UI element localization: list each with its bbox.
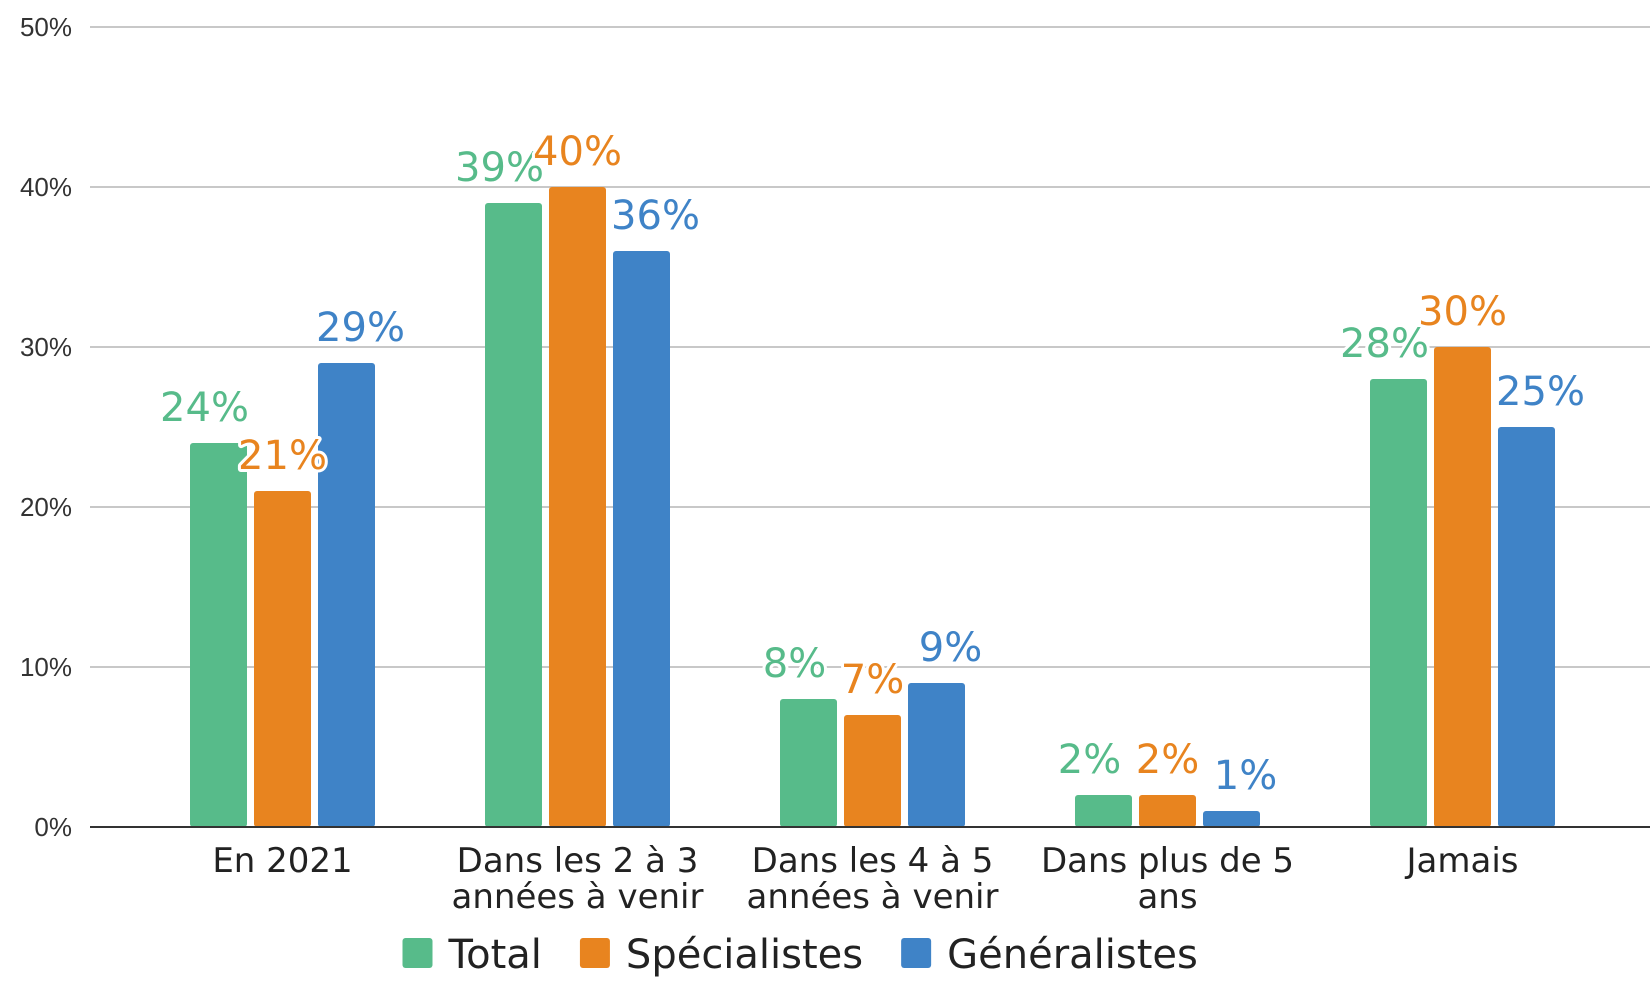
data-label: 9% [919, 625, 982, 671]
y-tick-label: 0% [34, 812, 72, 842]
bar-total [780, 699, 837, 827]
x-category-label: En 2021 [212, 841, 352, 881]
bar-total [190, 443, 247, 827]
x-category-label: années à venir [452, 877, 704, 917]
data-label: 25% [1496, 369, 1585, 415]
y-tick-label: 30% [20, 332, 72, 362]
bar-total [1370, 379, 1427, 827]
bar-généralistes [1498, 427, 1555, 827]
bar-total [1075, 795, 1132, 827]
x-category-label: années à venir [747, 877, 999, 917]
data-label: 2% [1136, 737, 1199, 783]
y-tick-label: 50% [20, 12, 72, 42]
bars [190, 187, 1555, 827]
legend: Total Spécialistes Généralistes [402, 932, 1198, 978]
legend-label: Généralistes [947, 932, 1198, 978]
data-label: 29% [316, 305, 405, 351]
x-category-label: Dans les 2 à 3 [457, 841, 699, 881]
bar-spécialistes [1139, 795, 1196, 827]
y-tick-label: 20% [20, 492, 72, 522]
bar-spécialistes [844, 715, 901, 827]
y-axis-ticks: 0% 10% 20% 30% 40% 50% [20, 12, 72, 842]
data-label: 30% [1418, 289, 1507, 335]
legend-label: Total [448, 932, 542, 978]
legend-label: Spécialistes [626, 932, 863, 978]
bar-spécialistes [1434, 347, 1491, 827]
data-label: 1% [1214, 753, 1277, 799]
data-label: 21% [238, 433, 327, 479]
data-label: 2% [1058, 737, 1121, 783]
data-label: 24% [160, 385, 249, 431]
data-labels: 24%21% 29% 39%40% 36% 8% 7% 9% 2% 2% 1% 28%30% 25% [157, 126, 1588, 802]
data-label: 8% [763, 641, 826, 687]
data-label: 36% [611, 193, 700, 239]
bar-généralistes [613, 251, 670, 827]
data-label: 28% [1340, 321, 1429, 367]
bar-total [485, 203, 542, 827]
bar-spécialistes [549, 187, 606, 827]
x-category-label: Dans plus de 5 [1041, 841, 1294, 881]
x-category-label: ans [1137, 877, 1197, 917]
legend-swatch-généralistes [901, 938, 932, 968]
legend-swatch-spécialistes [579, 938, 610, 968]
y-tick-label: 40% [20, 172, 72, 202]
x-category-label: Jamais [1405, 841, 1519, 881]
y-tick-label: 10% [20, 652, 72, 682]
data-label: 7% [841, 657, 904, 703]
legend-swatch-total [402, 938, 433, 968]
bar-généralistes [318, 363, 375, 827]
bar-spécialistes [254, 491, 311, 827]
data-label: 40% [533, 129, 622, 175]
x-category-label: Dans les 4 à 5 [752, 841, 994, 881]
bar-généralistes [1203, 811, 1260, 827]
data-label: 39% [455, 145, 544, 191]
bar-généralistes [908, 683, 965, 827]
